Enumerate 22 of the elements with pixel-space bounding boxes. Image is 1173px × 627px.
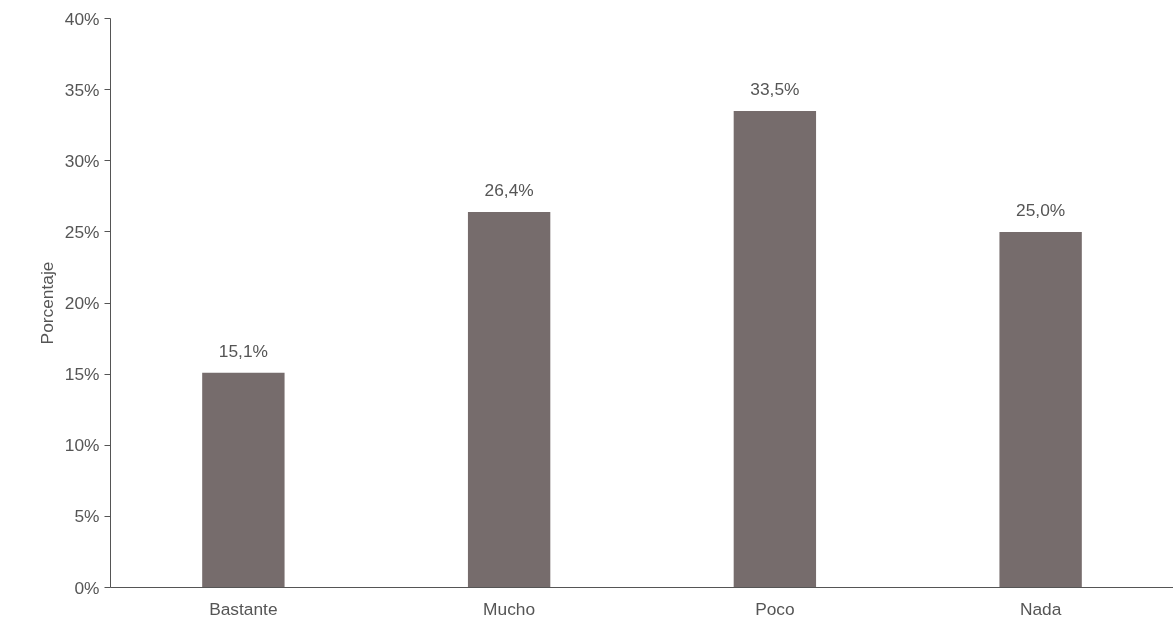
y-tick-label: 5%	[74, 506, 100, 527]
data-label: 33,5%	[750, 78, 800, 99]
y-tick-label: 20%	[64, 293, 100, 313]
x-tick-label: Poco	[755, 598, 795, 619]
y-tick-label: 0%	[74, 577, 100, 598]
bar	[999, 231, 1082, 588]
bar	[733, 110, 817, 588]
y-tick-label: 30%	[64, 150, 100, 171]
bar	[467, 211, 551, 588]
x-tick-label: Bastante	[209, 598, 278, 619]
x-tick-label: Mucho	[483, 598, 536, 619]
y-tick-label: 25%	[64, 221, 100, 242]
y-axis-title: Porcentaje	[36, 261, 57, 345]
y-tick-label: 15%	[64, 364, 100, 385]
data-label: 25,0%	[1016, 199, 1066, 220]
data-label: 26,4%	[484, 179, 534, 200]
y-tick-label: 10%	[64, 435, 100, 456]
x-tick-label: Nada	[1019, 598, 1062, 619]
y-tick-label: 35%	[64, 79, 100, 100]
bar	[202, 372, 285, 588]
y-tick-label: 40%	[64, 8, 100, 29]
data-label: 15,1%	[218, 340, 268, 361]
